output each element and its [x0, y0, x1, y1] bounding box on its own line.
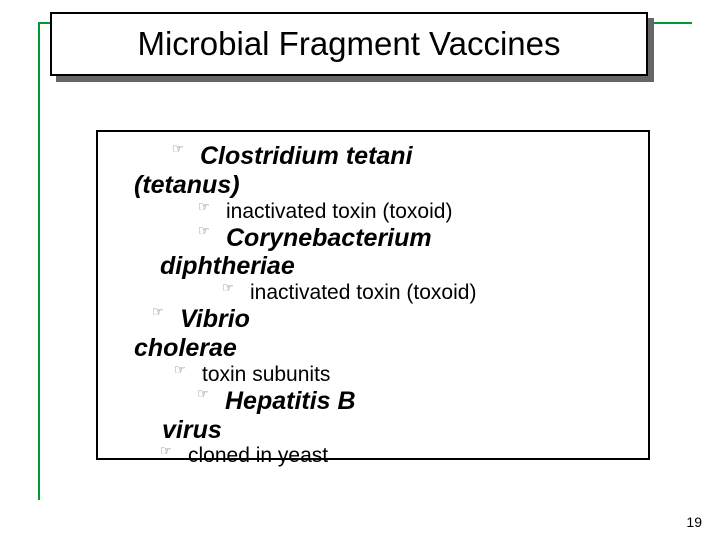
bullet-icon: ☞ [172, 142, 194, 157]
organism-name: Clostridium tetani [200, 142, 413, 171]
organism-name: Hepatitis B [225, 387, 356, 416]
list-item: ☞ toxin subunits [174, 363, 634, 387]
content-box: ☞ Clostridium tetani (tetanus) ☞ inactiv… [96, 130, 650, 460]
list-item: ☞ cloned in yeast [160, 444, 634, 468]
detail-text: toxin subunits [202, 363, 330, 387]
list-item-continuation: cholerae [134, 334, 634, 363]
bullet-icon: ☞ [222, 281, 244, 296]
bullet-icon: ☞ [197, 387, 219, 402]
page-number: 19 [686, 514, 702, 530]
list-item: ☞ Clostridium tetani [172, 142, 634, 171]
bullet-icon: ☞ [198, 200, 220, 215]
organism-name: Corynebacterium [226, 224, 432, 253]
organism-name-line2: diphtheriae [160, 252, 295, 281]
list-item-continuation: diphtheriae [160, 252, 634, 281]
slide-title: Microbial Fragment Vaccines [137, 25, 560, 63]
bullet-icon: ☞ [152, 305, 174, 320]
bullet-icon: ☞ [174, 363, 196, 378]
organism-name-line2: cholerae [134, 334, 237, 363]
title-box: Microbial Fragment Vaccines [50, 12, 648, 76]
list-item: ☞ Corynebacterium [198, 224, 634, 253]
bullet-icon: ☞ [160, 444, 182, 459]
list-item: ☞ inactivated toxin (toxoid) [198, 200, 634, 224]
organism-name: Vibrio [180, 305, 250, 334]
detail-text: inactivated toxin (toxoid) [250, 281, 476, 305]
list-item: ☞ Vibrio [152, 305, 634, 334]
organism-name-line2: virus [162, 416, 222, 445]
bullet-icon: ☞ [198, 224, 220, 239]
list-item-continuation: (tetanus) [134, 171, 634, 200]
detail-text: cloned in yeast [188, 444, 328, 468]
list-item: ☞ inactivated toxin (toxoid) [222, 281, 634, 305]
detail-text: inactivated toxin (toxoid) [226, 200, 452, 224]
list-item: ☞ Hepatitis B [197, 387, 634, 416]
organism-paren: (tetanus) [134, 171, 240, 200]
list-item-continuation: virus [162, 416, 634, 445]
